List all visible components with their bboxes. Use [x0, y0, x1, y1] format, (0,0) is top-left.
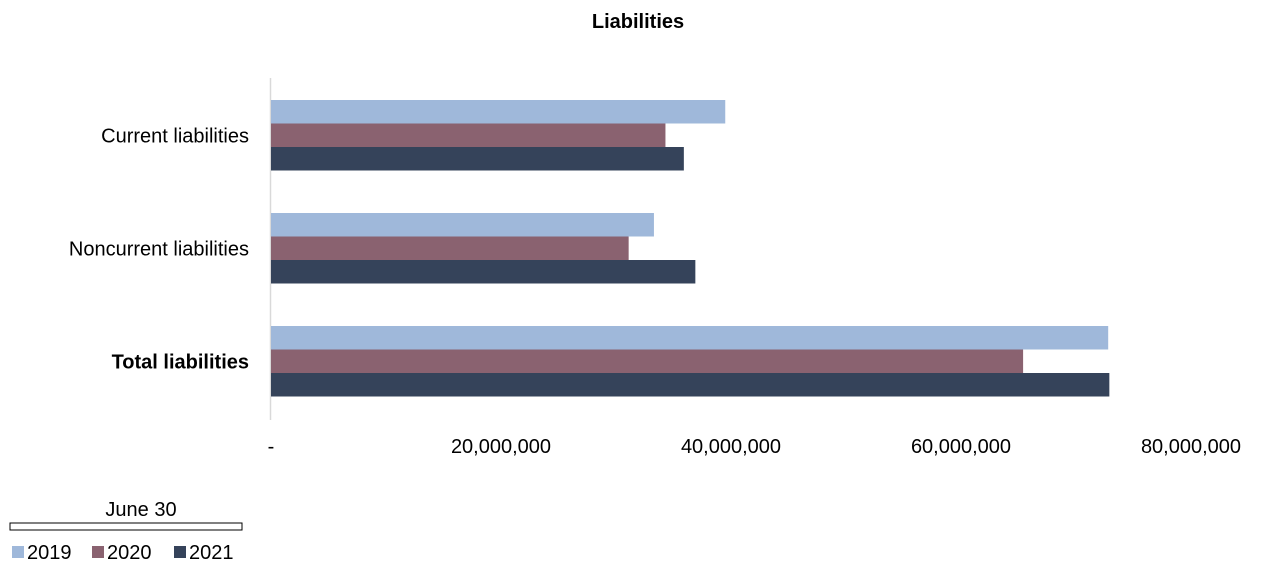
legend-swatch-2021	[174, 546, 186, 558]
bar-0-2020	[271, 123, 666, 147]
category-labels: Current liabilities Noncurrent liabilitie…	[69, 125, 249, 373]
bar-2-2021	[271, 373, 1110, 397]
bar-1-2020	[271, 236, 629, 260]
legend-label-2020: 2020	[107, 542, 152, 564]
legend: June 30 2019 2020 2021	[9, 499, 243, 564]
bar-2-2019	[271, 326, 1109, 350]
bars-group	[271, 100, 1110, 397]
x-tick-label: 60,000,000	[911, 436, 1011, 458]
legend-swatch-2019	[12, 546, 24, 558]
category-label: Current liabilities	[101, 125, 249, 147]
legend-label-2021: 2021	[189, 542, 234, 564]
legend-label-2019: 2019	[27, 542, 72, 564]
bar-0-2021	[271, 147, 684, 171]
category-label: Noncurrent liabilities	[69, 238, 249, 260]
x-tick-label: 40,000,000	[681, 436, 781, 458]
bar-1-2019	[271, 213, 654, 237]
x-tick-labels: - 20,000,000 40,000,000 60,000,000 80,000,00…	[268, 436, 1241, 458]
x-tick-label: -	[268, 436, 275, 458]
bar-0-2019	[271, 100, 726, 124]
legend-title: June 30	[105, 499, 176, 521]
x-tick-label: 20,000,000	[451, 436, 551, 458]
bar-2-2020	[271, 349, 1024, 373]
category-label: Total liabilities	[112, 351, 249, 373]
x-tick-label: 80,000,000	[1141, 436, 1241, 458]
chart-title: Liabilities	[592, 11, 684, 33]
bar-1-2021	[271, 260, 696, 284]
legend-items: 2019 2020 2021	[12, 542, 234, 564]
legend-swatch-2020	[92, 546, 104, 558]
legend-title-underline	[9, 522, 243, 531]
